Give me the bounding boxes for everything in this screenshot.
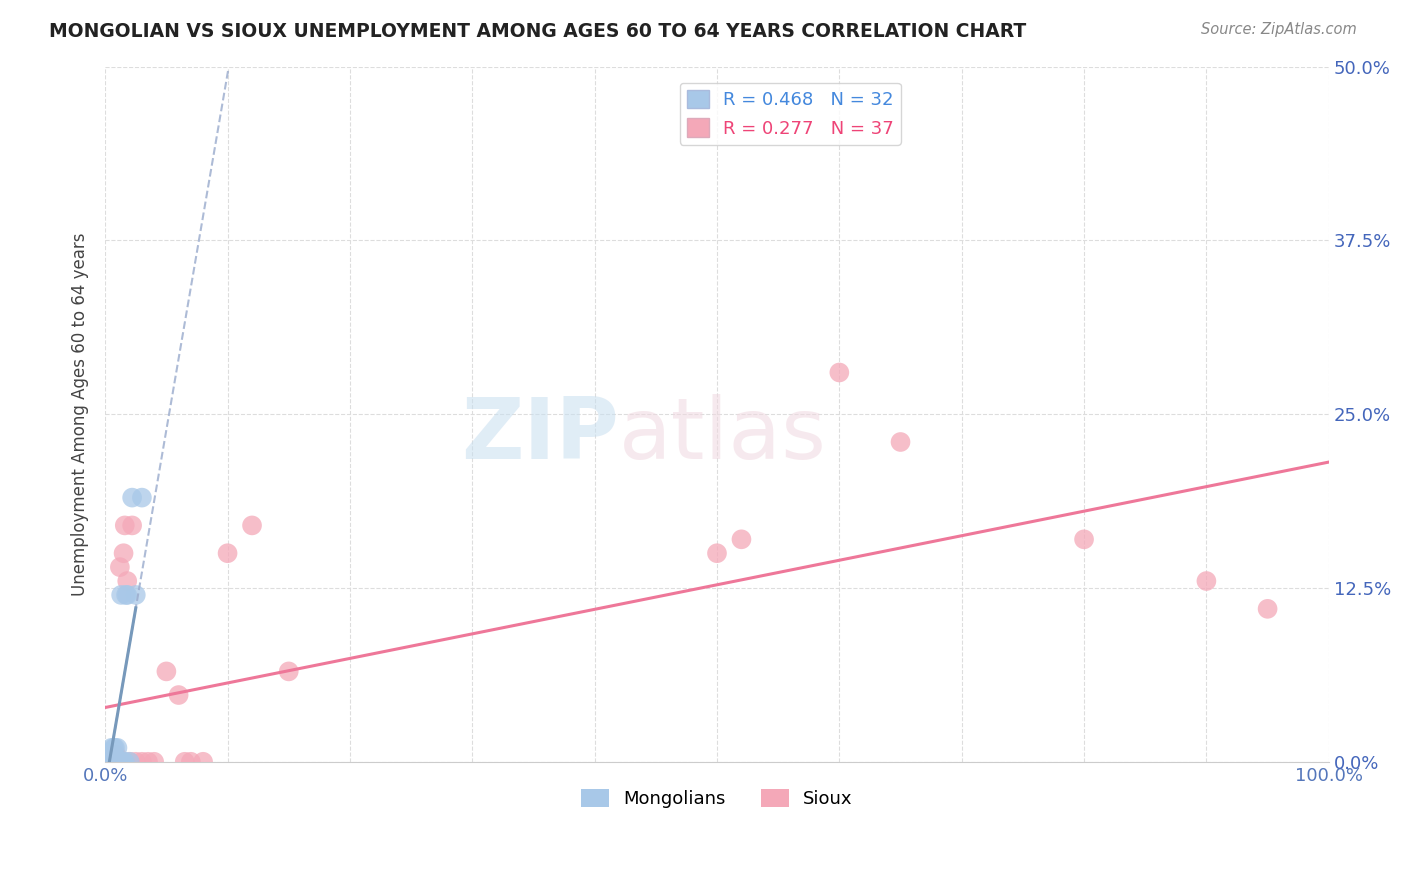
Point bbox=[94, 755, 117, 769]
Point bbox=[828, 366, 851, 380]
Point bbox=[136, 755, 159, 769]
Point bbox=[97, 755, 120, 769]
Point bbox=[143, 755, 166, 769]
Point bbox=[94, 750, 117, 764]
Point bbox=[112, 546, 135, 560]
Point bbox=[730, 533, 752, 547]
Point bbox=[105, 755, 128, 769]
Text: MONGOLIAN VS SIOUX UNEMPLOYMENT AMONG AGES 60 TO 64 YEARS CORRELATION CHART: MONGOLIAN VS SIOUX UNEMPLOYMENT AMONG AG… bbox=[49, 22, 1026, 41]
Point bbox=[115, 574, 138, 588]
Point bbox=[94, 755, 117, 769]
Point bbox=[103, 755, 125, 769]
Point bbox=[112, 755, 135, 769]
Point bbox=[114, 518, 136, 533]
Point bbox=[94, 747, 117, 762]
Point bbox=[1257, 602, 1279, 616]
Point bbox=[101, 755, 124, 769]
Text: Source: ZipAtlas.com: Source: ZipAtlas.com bbox=[1201, 22, 1357, 37]
Point bbox=[105, 747, 128, 762]
Point bbox=[118, 755, 141, 769]
Point bbox=[889, 435, 911, 450]
Point bbox=[94, 753, 117, 767]
Point bbox=[173, 755, 195, 769]
Point bbox=[107, 755, 129, 769]
Point bbox=[191, 755, 214, 769]
Point bbox=[107, 755, 129, 769]
Point bbox=[97, 755, 120, 769]
Point bbox=[277, 665, 299, 679]
Point bbox=[100, 740, 122, 755]
Point bbox=[97, 755, 120, 769]
Point bbox=[180, 755, 202, 769]
Point bbox=[167, 688, 190, 702]
Point bbox=[98, 747, 121, 762]
Point bbox=[104, 740, 127, 755]
Point bbox=[115, 588, 138, 602]
Point bbox=[111, 755, 134, 769]
Point bbox=[121, 491, 143, 505]
Point bbox=[110, 588, 132, 602]
Point bbox=[114, 755, 136, 769]
Point bbox=[103, 740, 125, 755]
Point bbox=[108, 560, 131, 574]
Point bbox=[100, 755, 122, 769]
Point bbox=[94, 755, 117, 769]
Point bbox=[240, 518, 263, 533]
Point bbox=[131, 755, 153, 769]
Point bbox=[125, 755, 148, 769]
Point bbox=[103, 755, 125, 769]
Point bbox=[100, 755, 122, 769]
Point bbox=[101, 744, 124, 758]
Point bbox=[121, 518, 143, 533]
Point bbox=[1073, 533, 1095, 547]
Point bbox=[125, 588, 148, 602]
Point bbox=[94, 755, 117, 769]
Point bbox=[111, 755, 134, 769]
Point bbox=[217, 546, 239, 560]
Point bbox=[118, 755, 141, 769]
Point bbox=[155, 665, 177, 679]
Point bbox=[94, 752, 117, 766]
Point bbox=[94, 755, 117, 769]
Point bbox=[107, 755, 129, 769]
Point bbox=[97, 755, 120, 769]
Point bbox=[1195, 574, 1218, 588]
Point bbox=[108, 755, 131, 769]
Text: ZIP: ZIP bbox=[461, 393, 619, 476]
Point bbox=[131, 491, 153, 505]
Point bbox=[94, 755, 117, 769]
Legend: Mongolians, Sioux: Mongolians, Sioux bbox=[574, 781, 859, 815]
Point bbox=[107, 740, 129, 755]
Point bbox=[94, 755, 117, 769]
Point bbox=[706, 546, 728, 560]
Y-axis label: Unemployment Among Ages 60 to 64 years: Unemployment Among Ages 60 to 64 years bbox=[72, 233, 89, 596]
Text: atlas: atlas bbox=[619, 393, 827, 476]
Point bbox=[104, 747, 127, 762]
Point bbox=[115, 588, 138, 602]
